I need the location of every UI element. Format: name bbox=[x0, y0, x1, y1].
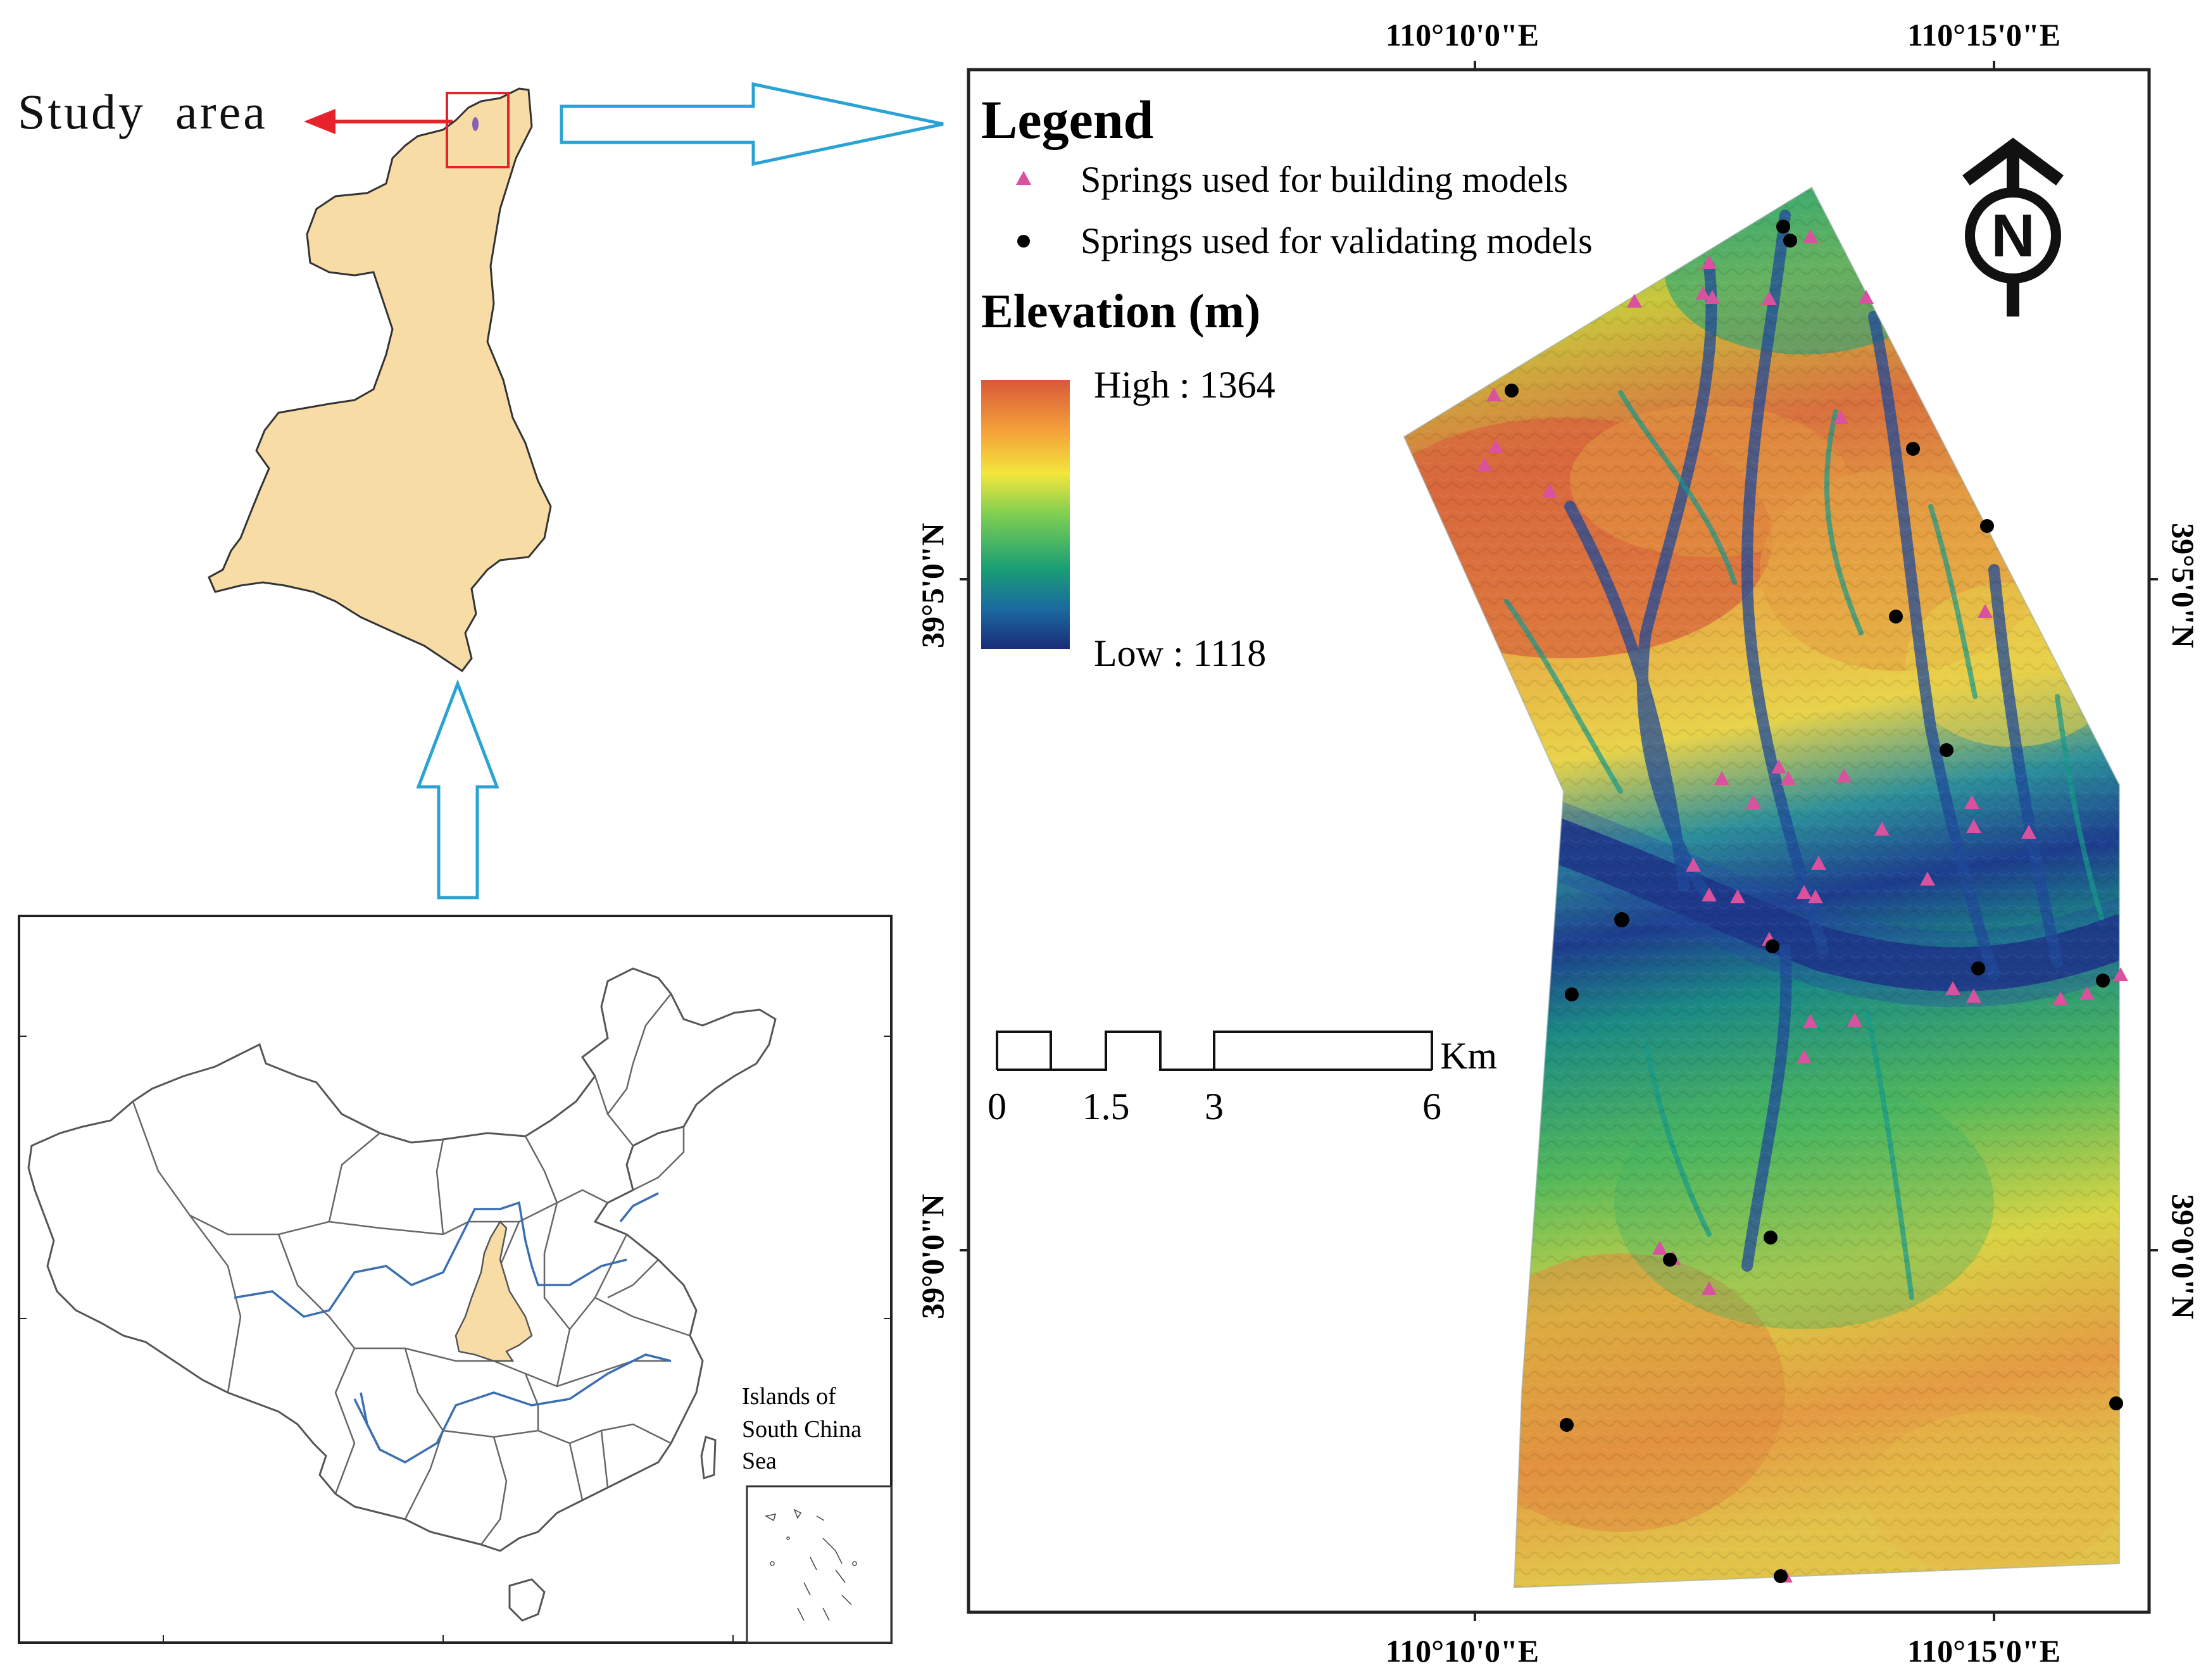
legend-valid-symbol bbox=[1017, 235, 1030, 248]
legend-build-label: Springs used for building models bbox=[1081, 159, 1568, 200]
scale-unit: Km bbox=[1440, 1035, 1497, 1077]
right-lat-label-2: 39°0'0"N bbox=[2166, 1194, 2201, 1319]
china-province-borders bbox=[132, 993, 691, 1545]
legend-build-symbol bbox=[1016, 171, 1031, 185]
coordinate-ticks bbox=[960, 61, 2158, 1621]
hainan-outline bbox=[508, 1578, 546, 1622]
islands-label-line1: Islands of bbox=[742, 1383, 836, 1410]
study-area-label: Study area bbox=[18, 84, 268, 139]
top-lon-label-2: 110°15'0"E bbox=[1907, 17, 2060, 53]
scale-label-6: 6 bbox=[1422, 1086, 1441, 1127]
red-pointer-arrow bbox=[304, 109, 453, 134]
legend-valid-label: Springs used for validating models bbox=[1081, 220, 1593, 261]
left-lat-label-2: 39°0'0"N bbox=[915, 1194, 950, 1319]
scale-bar bbox=[996, 1031, 1433, 1071]
top-lon-label-1: 110°10'0"E bbox=[1386, 17, 1539, 53]
elevation-title: Elevation (m) bbox=[981, 285, 1260, 338]
study-area-box bbox=[446, 92, 510, 168]
taiwan-outline bbox=[700, 1436, 717, 1479]
bottom-lon-label-2: 110°15'0"E bbox=[1907, 1633, 2060, 1669]
up-blue-arrow bbox=[416, 679, 499, 900]
right-lat-label-1: 39°5'0"N bbox=[2166, 523, 2201, 648]
shaanxi-in-china bbox=[455, 1220, 533, 1362]
north-arrow-icon: N bbox=[1962, 137, 2064, 317]
scale-label-0: 0 bbox=[988, 1086, 1006, 1127]
valid-springs bbox=[1505, 220, 2123, 1583]
legend-title: Legend bbox=[981, 89, 1153, 150]
bottom-lon-label-1: 110°10'0"E bbox=[1386, 1633, 1539, 1669]
scale-label-1-5: 1.5 bbox=[1082, 1086, 1130, 1127]
islands-label-line2: South China bbox=[742, 1416, 862, 1443]
study-area-marker bbox=[472, 117, 479, 131]
china-outline bbox=[27, 967, 777, 1552]
south-china-sea-inset bbox=[746, 1485, 893, 1644]
elevation-color-ramp bbox=[981, 380, 1070, 649]
elevation-low-label: Low : 1118 bbox=[1094, 632, 1266, 674]
islands-label-line3: Sea bbox=[742, 1448, 777, 1474]
scale-label-3: 3 bbox=[1205, 1086, 1224, 1127]
dem-boundary bbox=[1403, 186, 2120, 1589]
province-outline bbox=[208, 87, 552, 673]
left-lat-label-1: 39°5'0"N bbox=[915, 523, 950, 648]
right-blue-arrow bbox=[560, 82, 944, 166]
elevation-high-label: High : 1364 bbox=[1094, 364, 1276, 406]
north-letter: N bbox=[1991, 202, 2035, 270]
china-rivers bbox=[234, 1192, 672, 1464]
